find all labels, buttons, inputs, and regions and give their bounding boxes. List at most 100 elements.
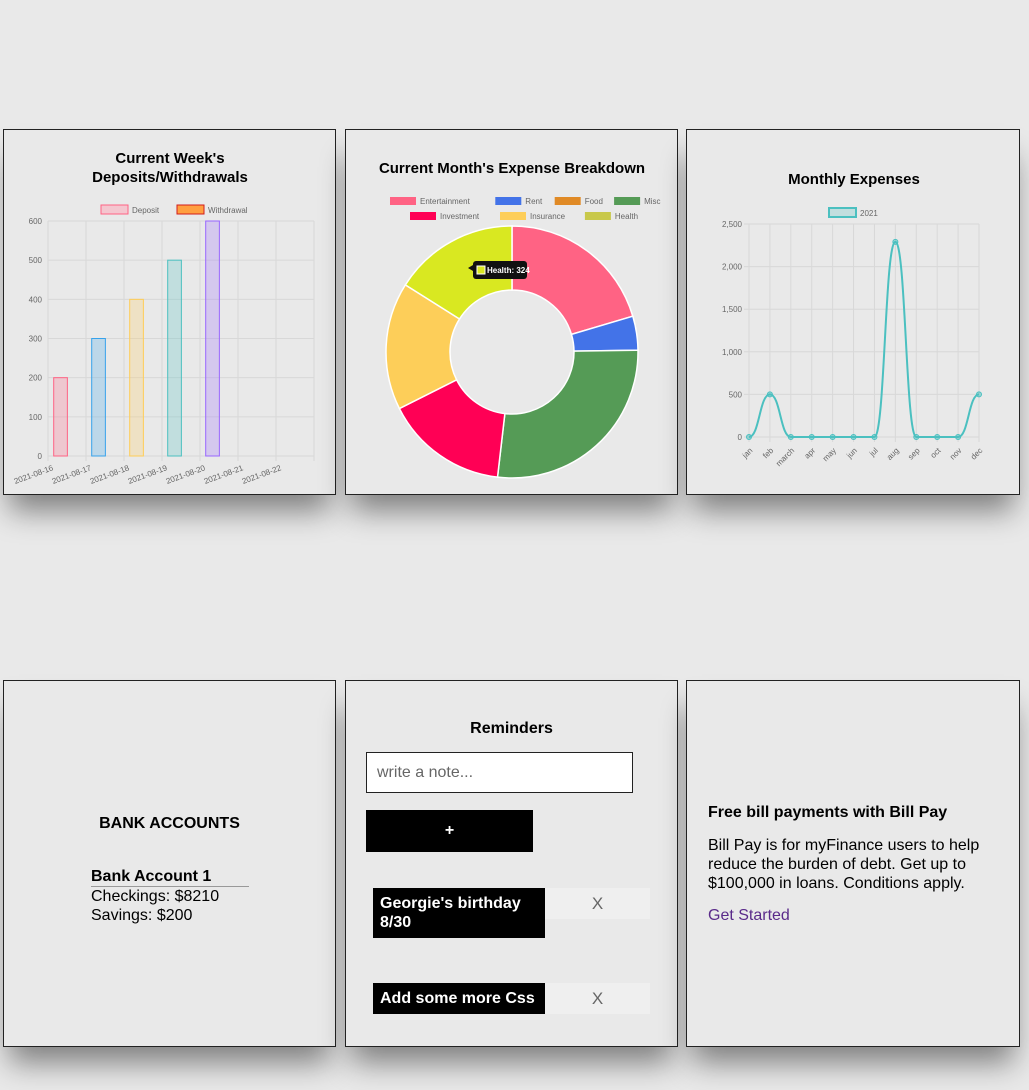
data-point: [787, 434, 794, 440]
legend-swatch: [495, 197, 522, 205]
reminder-text: Add some more Css: [373, 983, 545, 1014]
reminders-title: Reminders: [470, 720, 553, 737]
x-tick-label: 2021-08-20: [165, 463, 207, 486]
bank-accounts-title: BANK ACCOUNTS: [99, 815, 240, 832]
y-tick-label: 500: [729, 390, 743, 399]
bar: [91, 338, 106, 457]
legend-swatch: [584, 212, 611, 220]
x-tick-label: 2021-08-17: [51, 463, 93, 486]
legend-swatch: [500, 212, 526, 220]
bill-pay-card: Free bill payments with Bill Pay Bill Pa…: [686, 680, 1020, 1047]
donut-slice: [511, 225, 634, 336]
x-tick-label: dec: [969, 446, 984, 461]
bank-account: Bank Account 1 Checkings: $8210 Savings:…: [91, 867, 249, 925]
legend-label: Withdrawal: [208, 206, 248, 215]
y-tick-label: 600: [29, 217, 43, 226]
delete-reminder-button[interactable]: X: [545, 888, 650, 919]
legend-label: Health: [615, 212, 638, 221]
y-tick-label: 300: [29, 335, 43, 344]
chart-tooltip: Health: 324: [468, 261, 530, 279]
y-tick-label: 200: [29, 374, 43, 383]
bar: [167, 259, 182, 457]
legend-label: Entertainment: [420, 197, 471, 206]
data-point: [808, 434, 815, 440]
x-tick-label: 2021-08-19: [127, 463, 169, 486]
x-tick-label: apr: [803, 446, 818, 461]
x-tick-label: jul: [867, 446, 880, 459]
y-tick-label: 0: [738, 433, 743, 442]
x-tick-label: 2021-08-22: [241, 463, 283, 486]
data-point: [934, 434, 941, 440]
series-line: [748, 240, 980, 439]
legend-swatch: [410, 212, 436, 220]
legend-label: Insurance: [530, 212, 566, 221]
reminders-card: Reminders + Georgie's birthday 8/30 X Ad…: [345, 680, 678, 1047]
legend-swatch: [176, 204, 205, 215]
chart-title-line-1: Current Week's: [115, 150, 224, 167]
y-tick-label: 500: [29, 256, 43, 265]
delete-reminder-button[interactable]: X: [545, 983, 650, 1014]
expense-donut-chart: Current Month's Expense Breakdown Entert…: [379, 160, 661, 479]
tooltip-label: Health: 324: [487, 266, 530, 275]
tooltip-swatch: [476, 265, 486, 275]
bar: [129, 298, 144, 457]
reminder-item: Add some more Css X: [373, 983, 650, 1014]
y-tick-label: 0: [38, 452, 43, 461]
donut-slice: [404, 225, 513, 320]
checkings-balance: Checkings: $8210: [91, 888, 220, 905]
x-tick-label: aug: [885, 446, 901, 462]
bill-pay-title: Free bill payments with Bill Pay: [708, 804, 948, 821]
y-tick-label: 2,000: [722, 263, 743, 272]
tooltip-box: [473, 261, 527, 279]
y-tick-label: 100: [29, 413, 43, 422]
weekly-chart-card: Current Week's Deposits/Withdrawals Depo…: [3, 129, 336, 495]
donut-slice: [496, 349, 639, 479]
bar: [205, 220, 220, 457]
y-tick-label: 400: [29, 295, 43, 304]
data-point: [746, 434, 752, 440]
note-input[interactable]: [366, 752, 633, 793]
legend-swatch: [554, 197, 581, 205]
x-tick-label: jan: [740, 446, 755, 461]
x-tick-label: feb: [761, 446, 776, 461]
legend-label: Deposit: [132, 206, 160, 215]
x-tick-label: jun: [844, 446, 859, 461]
chart-title: Monthly Expenses: [788, 171, 920, 188]
legend-label: Rent: [525, 197, 543, 206]
legend-swatch: [614, 197, 641, 205]
monthly-chart-card: Monthly Expenses 2021 0 500 1,000 1,500 2,000…: [686, 129, 1020, 495]
chart-title: Current Month's Expense Breakdown: [379, 160, 645, 177]
savings-balance: Savings: $200: [91, 907, 193, 924]
x-tick-label: 2021-08-21: [203, 463, 245, 486]
legend-label: Food: [585, 197, 603, 206]
data-point: [850, 434, 857, 440]
data-point: [955, 434, 962, 440]
get-started-link[interactable]: Get Started: [708, 907, 790, 924]
data-point: [766, 391, 773, 398]
x-tick-label: 2021-08-16: [13, 463, 55, 486]
bill-pay-description: Bill Pay is for myFinance users to help …: [708, 837, 980, 892]
data-point: [892, 238, 899, 245]
x-tick-label: march: [774, 446, 796, 468]
reminder-text: Georgie's birthday 8/30: [373, 888, 545, 938]
legend-swatch: [828, 207, 857, 218]
legend-label: 2021: [860, 209, 878, 218]
weekly-bar-chart: Current Week's Deposits/Withdrawals Depo…: [13, 150, 315, 486]
reminder-item: Georgie's birthday 8/30 X: [373, 888, 650, 938]
y-tick-label: 1,000: [722, 348, 743, 357]
monthly-line-chart: Monthly Expenses 2021 0 500 1,000 1,500 2,000…: [722, 171, 984, 468]
x-tick-label: oct: [929, 446, 943, 460]
bar: [53, 377, 68, 457]
data-point: [829, 434, 836, 440]
legend-label: Misc: [644, 197, 660, 206]
y-tick-label: 2,500: [722, 220, 743, 229]
legend-swatch: [390, 197, 416, 205]
legend-label: Investment: [440, 212, 480, 221]
data-point: [871, 434, 878, 440]
y-tick-label: 1,500: [722, 305, 743, 314]
add-note-button[interactable]: +: [366, 810, 533, 852]
legend-swatch: [100, 204, 129, 215]
x-tick-label: 2021-08-18: [89, 463, 131, 486]
bank-accounts-card: BANK ACCOUNTS Bank Account 1 Checkings: …: [3, 680, 336, 1047]
bank-account-name: Bank Account 1: [91, 867, 249, 887]
